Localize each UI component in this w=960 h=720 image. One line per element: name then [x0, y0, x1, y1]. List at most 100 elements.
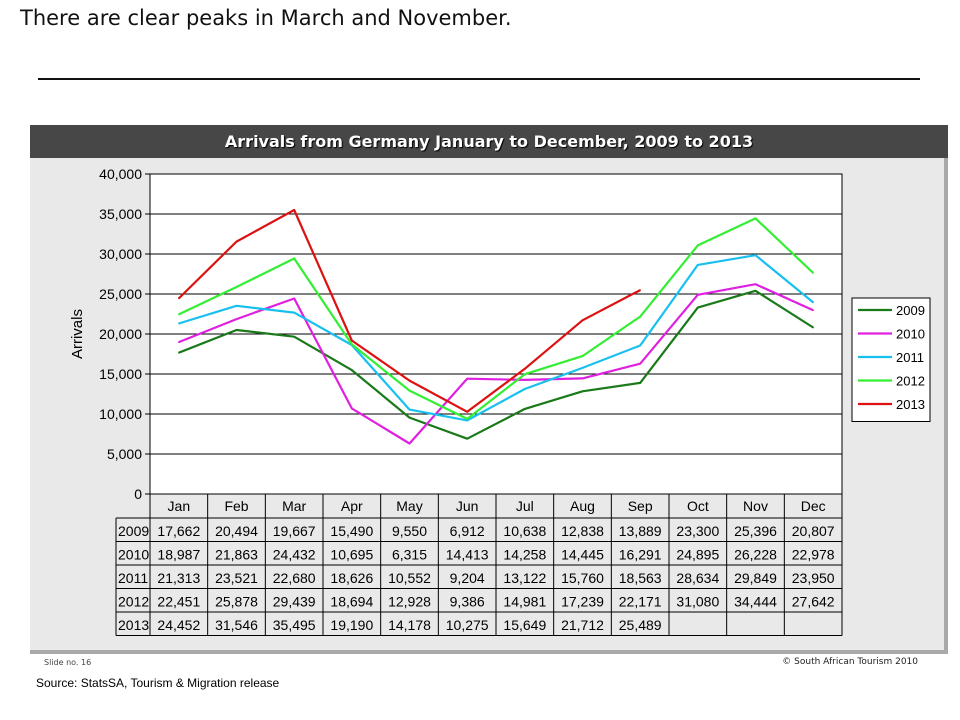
slide-headline: There are clear peaks in March and Novem… — [20, 6, 512, 30]
data-point-2009 — [178, 351, 180, 354]
x-tick-label: Apr — [341, 498, 363, 514]
y-tick-label: 40,000 — [99, 166, 142, 182]
x-tick-label: Oct — [687, 498, 709, 514]
data-label: 23,950 — [792, 570, 835, 586]
data-label: 25,396 — [734, 523, 777, 539]
series-line-2010 — [178, 283, 814, 445]
y-tick-label: 0 — [134, 486, 142, 502]
data-label: 26,228 — [734, 547, 777, 563]
y-tick-label: 15,000 — [99, 366, 142, 382]
data-label: 25,489 — [619, 617, 662, 633]
source-note: Source: StatsSA, Tourism & Migration rel… — [36, 676, 280, 690]
x-tick-label: Jan — [168, 498, 191, 514]
y-tick-label: 25,000 — [99, 286, 142, 302]
data-label: 18,563 — [619, 570, 662, 586]
data-point-2013 — [466, 411, 468, 413]
legend-label: 2011 — [896, 350, 924, 365]
data-label: 6,912 — [450, 523, 485, 539]
data-label: 31,080 — [676, 594, 719, 610]
data-point-2012 — [754, 217, 757, 220]
data-label: 20,494 — [215, 523, 258, 539]
data-label: 9,204 — [450, 570, 485, 586]
data-label: 15,490 — [330, 523, 373, 539]
data-label: 12,838 — [561, 523, 604, 539]
data-label: 10,695 — [330, 547, 373, 563]
data-label: 10,275 — [446, 617, 489, 633]
data-label: 15,649 — [503, 617, 546, 633]
data-label: 29,849 — [734, 570, 777, 586]
data-point-2013 — [639, 289, 641, 291]
data-label: 24,895 — [676, 547, 719, 563]
data-point-2009 — [754, 290, 757, 292]
data-point-2013 — [581, 319, 584, 322]
data-label: 21,313 — [157, 570, 200, 586]
data-point-2011 — [466, 419, 468, 422]
y-axis-label: Arrivals — [69, 309, 86, 359]
data-point-2013 — [178, 297, 180, 300]
data-point-2012 — [639, 315, 641, 318]
data-label: 27,642 — [792, 594, 835, 610]
y-tick-label: 10,000 — [99, 406, 142, 422]
y-tick-label: 20,000 — [99, 326, 142, 342]
data-point-2009 — [351, 369, 353, 371]
data-point-2012 — [408, 389, 411, 392]
data-point-2011 — [235, 305, 238, 307]
x-tick-label: May — [396, 498, 422, 514]
x-tick-label: Dec — [801, 498, 826, 514]
data-label: 6,315 — [392, 547, 427, 563]
y-tick-label: 35,000 — [99, 206, 142, 222]
data-label: 16,291 — [619, 547, 662, 563]
data-label: 17,239 — [561, 594, 604, 610]
data-label: 14,445 — [561, 547, 604, 563]
slide-number: Slide no. 16 — [44, 658, 92, 667]
data-point-2010 — [639, 362, 641, 365]
data-point-2009 — [581, 390, 584, 393]
data-label: 17,662 — [157, 523, 200, 539]
data-point-2013 — [408, 379, 411, 382]
data-point-2011 — [639, 344, 641, 347]
headline-divider — [38, 78, 920, 80]
x-tick-label: Feb — [224, 498, 248, 514]
series-line-2011 — [178, 254, 814, 422]
data-point-2013 — [351, 339, 353, 342]
x-tick-label: Jul — [516, 498, 534, 514]
data-point-2011 — [408, 408, 411, 411]
table-row-label: 2009 — [118, 523, 149, 539]
data-point-2012 — [697, 244, 699, 247]
data-point-2010 — [408, 442, 411, 445]
data-point-2009 — [293, 335, 295, 338]
data-label: 22,171 — [619, 594, 662, 610]
data-label: 18,626 — [330, 570, 373, 586]
y-tick-label: 5,000 — [107, 446, 142, 462]
data-point-2011 — [581, 367, 584, 369]
legend-label: 2013 — [896, 397, 925, 412]
data-point-2012 — [235, 286, 238, 288]
table-row-label: 2013 — [118, 617, 149, 633]
data-label: 9,550 — [392, 523, 427, 539]
series-line-2012 — [178, 217, 814, 420]
data-label: 22,680 — [273, 570, 316, 586]
copyright-notice: © South African Tourism 2010 — [782, 657, 918, 667]
data-point-2010 — [466, 377, 468, 380]
x-tick-label: Jun — [456, 498, 479, 514]
data-label: 22,451 — [157, 594, 200, 610]
data-label: 13,122 — [503, 570, 546, 586]
data-label: 24,432 — [273, 547, 316, 563]
data-point-2009 — [408, 416, 411, 419]
data-point-2010 — [235, 318, 238, 320]
arrivals-line-chart: 0 5,000 10,000 15,000 20,000 25,000 30,000 35,0… — [69, 166, 931, 636]
data-point-2012 — [524, 373, 526, 375]
data-label: 29,439 — [273, 594, 316, 610]
data-point-2013 — [293, 209, 295, 211]
x-tick-label: Nov — [743, 498, 768, 514]
data-point-2011 — [697, 264, 699, 266]
data-point-2011 — [754, 254, 757, 257]
data-point-2009 — [639, 382, 641, 384]
data-label: 24,452 — [157, 617, 200, 633]
data-label: 14,178 — [388, 617, 431, 633]
data-point-2010 — [754, 283, 757, 285]
data-point-2009 — [524, 408, 526, 410]
data-point-2010 — [351, 407, 353, 410]
data-label: 18,694 — [330, 594, 373, 610]
data-point-2012 — [293, 257, 295, 260]
